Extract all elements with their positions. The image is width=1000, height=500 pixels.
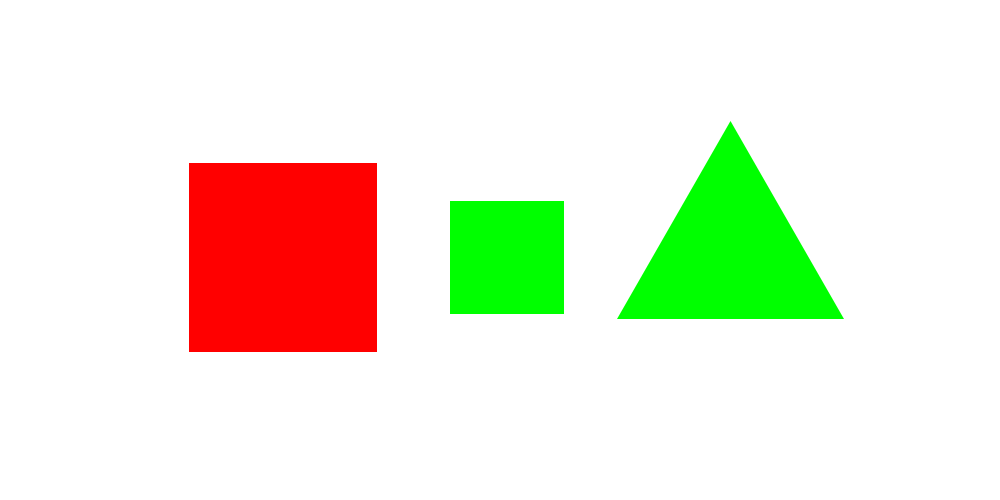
green-square	[450, 201, 564, 314]
green-triangle	[617, 121, 844, 319]
red-square	[189, 163, 377, 352]
green-triangle-shape	[617, 121, 844, 319]
